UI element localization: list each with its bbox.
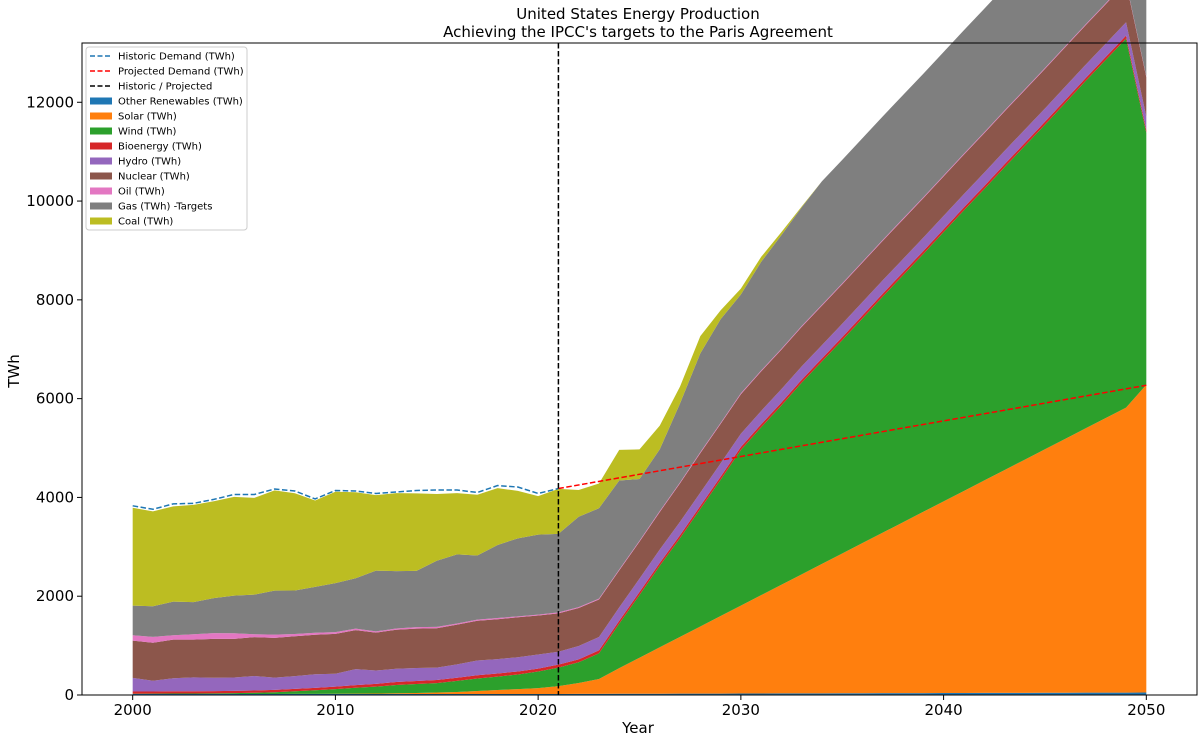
legend-label: Coal (TWh) (118, 217, 173, 228)
legend-label: Historic / Projected (118, 82, 212, 93)
legend-label: Historic Demand (TWh) (118, 52, 235, 63)
legend-entry-bioenergy-twh: Bioenergy (TWh) (90, 142, 202, 153)
y-tick-label: 0 (64, 686, 74, 704)
legend-color-swatch (90, 217, 112, 225)
line-projected-demand-twh (558, 384, 1147, 490)
legend-color-swatch (90, 127, 112, 135)
legend-color-swatch (90, 97, 112, 105)
x-tick-label: 2050 (1127, 701, 1165, 719)
legend-label: Nuclear (TWh) (118, 172, 190, 183)
legend-entry-nuclear-twh: Nuclear (TWh) (90, 172, 190, 183)
area-wind-twh (132, 38, 1147, 695)
legend-label: Projected Demand (TWh) (118, 67, 244, 78)
legend-color-swatch (90, 172, 112, 180)
legend-label: Oil (TWh) (118, 187, 165, 198)
chart-title: United States Energy Production (516, 5, 759, 23)
y-tick-label: 8000 (36, 291, 74, 309)
legend-entry-solar-twh: Solar (TWh) (90, 112, 177, 123)
legend-entry-wind-twh: Wind (TWh) (90, 127, 177, 138)
axes: 2000 2010 2020 2030 2040 2050 0 2000 4000 6000 800… (26, 42, 1198, 719)
legend-entry-projected-demand-twh: Projected Demand (TWh) (90, 67, 244, 78)
y-tick-label: 10000 (26, 192, 74, 210)
y-tick-label: 12000 (26, 93, 74, 111)
area-other-renewables-twh (132, 692, 1147, 695)
plot-frame (81, 42, 1198, 696)
legend-entry-historic-demand-twh: Historic Demand (TWh) (90, 52, 235, 63)
legend-label: Gas (TWh) -Targets (118, 202, 212, 213)
y-axis-label: TWh (5, 354, 23, 389)
area-coal-twh (132, 0, 993, 607)
y-tick-label: 4000 (36, 488, 74, 506)
x-tick-label: 2040 (924, 701, 962, 719)
legend-entry-oil-twh: Oil (TWh) (90, 187, 165, 198)
legend-color-swatch (90, 112, 112, 120)
demand-lines (132, 43, 1147, 695)
area-solar-twh (132, 384, 1147, 695)
x-axis-label: Year (621, 719, 655, 737)
legend-label: Wind (TWh) (118, 127, 177, 138)
legend-color-swatch (90, 157, 112, 165)
legend-entry-historic-projected: Historic / Projected (90, 82, 212, 93)
stacked-areas (132, 0, 1147, 695)
line-historic-demand-twh (132, 484, 559, 511)
legend-label: Solar (TWh) (118, 112, 177, 123)
area-nuclear-twh (132, 0, 1147, 681)
legend-entry-other-renewables-twh: Other Renewables (TWh) (90, 97, 243, 108)
legend-entry-gas-twh-targets: Gas (TWh) -Targets (90, 202, 212, 213)
legend-color-swatch (90, 187, 112, 195)
legend-entry-hydro-twh: Hydro (TWh) (90, 157, 181, 168)
chart-subtitle: Achieving the IPCC's targets to the Pari… (443, 23, 833, 41)
legend-box (85, 46, 248, 231)
y-tick-label: 6000 (36, 390, 74, 408)
area-gas-twh-targets (132, 0, 1147, 637)
legend-label: Other Renewables (TWh) (118, 97, 243, 108)
legend-color-swatch (90, 202, 112, 210)
legend-label: Bioenergy (TWh) (118, 142, 202, 153)
x-tick-label: 2030 (722, 701, 760, 719)
x-tick-label: 2020 (519, 701, 557, 719)
legend-entry-coal-twh: Coal (TWh) (90, 217, 173, 228)
y-tick-label: 2000 (36, 587, 74, 605)
legend-label: Hydro (TWh) (118, 157, 181, 168)
legend: Historic Demand (TWh) Projected Demand (T… (85, 46, 248, 231)
legend-color-swatch (90, 142, 112, 150)
x-tick-label: 2000 (114, 701, 152, 719)
x-tick-label: 2010 (316, 701, 354, 719)
